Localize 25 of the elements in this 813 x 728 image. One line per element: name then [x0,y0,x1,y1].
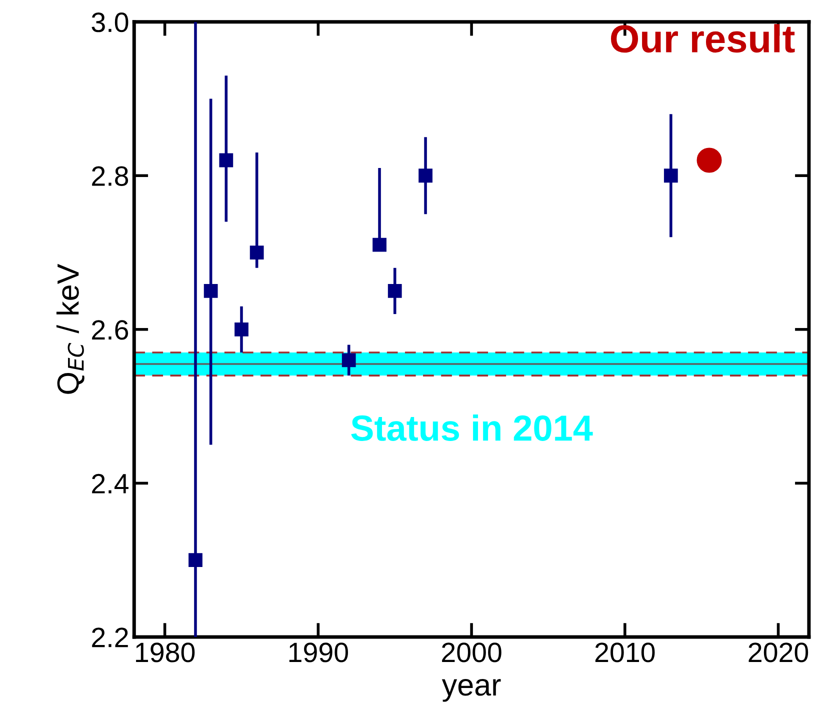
x-axis-title: year [442,679,501,702]
point [188,553,202,568]
band-label: Status in 2014 [351,414,593,441]
point [234,322,248,336]
point [372,238,386,252]
point [388,284,402,298]
text: Our result [610,24,795,53]
y-axis-title: Q$_{EC}$ / keV [56,264,84,394]
point [342,353,356,368]
point [696,148,722,173]
point [664,168,678,183]
y-tick-label: 3.0 [92,12,128,32]
point [250,246,264,260]
x-tick-label: 1980 [136,642,195,662]
x-tick-label: 2020 [748,642,808,662]
y-tick-label: 2.8 [92,166,128,186]
y-tick-label: 2.6 [92,320,128,340]
point [204,284,218,298]
x-tick-label: 1990 [289,642,348,662]
point [418,168,432,183]
x-tick-label: 2000 [442,642,502,662]
point [219,153,234,168]
y-tick-label: 2.4 [92,474,128,494]
x-tick-label: 2010 [595,642,655,662]
y-tick-label: 2.2 [92,628,128,648]
